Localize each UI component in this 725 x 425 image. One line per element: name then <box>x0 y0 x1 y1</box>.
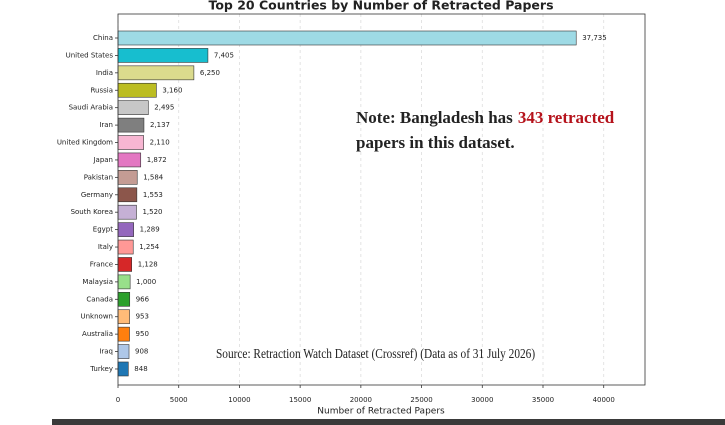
bar <box>117 204 137 220</box>
bar <box>117 30 577 46</box>
y-tick-label: Saudi Arabia <box>69 104 113 112</box>
value-label: 6,250 <box>200 69 220 77</box>
y-tick-label: United States <box>66 51 114 59</box>
x-tick-label: 35000 <box>532 396 554 404</box>
bar <box>117 65 195 81</box>
x-tick-label: 10000 <box>228 396 250 404</box>
y-tick-label: Unknown <box>81 313 114 321</box>
y-tick-label: India <box>96 69 113 77</box>
y-tick-label: Pakistan <box>84 173 113 181</box>
y-tick-label: Egypt <box>93 226 113 234</box>
y-tick-label: Canada <box>86 295 113 303</box>
value-label: 848 <box>134 365 147 373</box>
y-tick-label: Germany <box>81 191 113 199</box>
y-tick-label: Australia <box>82 330 113 338</box>
x-tick-label: 40000 <box>593 396 615 404</box>
value-label: 1,520 <box>142 208 162 216</box>
chart-title: Top 20 Countries by Number of Retracted … <box>208 0 553 13</box>
x-tick-label: 30000 <box>471 396 493 404</box>
note-text: papers in this dataset. <box>356 133 515 152</box>
x-axis-label: Number of Retracted Papers <box>317 407 445 417</box>
plot-area: 0 5000 10000 15000 20000 25000 30000 35000 40000… <box>57 14 615 404</box>
bar <box>117 239 134 255</box>
bar <box>117 257 132 272</box>
value-label: 1,128 <box>138 260 158 268</box>
bar <box>117 117 145 133</box>
y-tick-label: Turkey <box>89 365 113 373</box>
bar <box>117 361 129 377</box>
value-label: 7,405 <box>214 51 234 59</box>
value-label: 1,000 <box>136 278 156 286</box>
value-label: 966 <box>136 295 150 303</box>
bottom-strip <box>52 419 725 425</box>
y-tick-label: Iraq <box>99 348 113 356</box>
source-note: Source: Retraction Watch Dataset (Crossr… <box>216 346 535 361</box>
bar <box>117 222 134 237</box>
bar <box>117 135 144 150</box>
value-label: 908 <box>135 348 148 356</box>
value-label: 1,553 <box>143 191 163 199</box>
y-tick-label: Malaysia <box>82 278 113 286</box>
bar <box>117 82 157 98</box>
bar <box>117 152 142 168</box>
bar <box>117 309 130 325</box>
y-tick-label: Japan <box>92 156 113 164</box>
x-tick-label: 5000 <box>170 396 188 404</box>
bar <box>117 291 131 307</box>
y-tick-label: China <box>93 34 113 42</box>
bar <box>117 100 149 115</box>
bar <box>117 170 138 185</box>
y-tick-label: Iran <box>99 121 113 129</box>
note: Note: Bangladesh has 343 retracted <box>356 108 615 127</box>
y-tick-label: Russia <box>90 86 113 94</box>
x-tick-label: 20000 <box>350 396 372 404</box>
x-tick-label: 25000 <box>410 396 432 404</box>
plot-frame <box>117 13 646 386</box>
value-label: 2,110 <box>150 139 170 147</box>
value-label: 953 <box>136 313 149 321</box>
value-label: 37,735 <box>582 34 607 42</box>
note-text: Note: Bangladesh has <box>356 108 513 127</box>
y-tick-label: France <box>90 260 113 268</box>
bar <box>117 274 131 290</box>
y-tick-label: South Korea <box>71 208 113 216</box>
y-tick-label: Italy <box>98 243 113 251</box>
value-label: 950 <box>136 330 149 338</box>
note-highlight: 343 retracted <box>518 108 615 127</box>
x-tick-label: 15000 <box>289 396 311 404</box>
bar <box>117 326 130 342</box>
value-label: 3,160 <box>162 86 182 94</box>
x-tick-label: 0 <box>116 396 120 404</box>
value-label: 1,584 <box>143 173 164 181</box>
value-label: 1,872 <box>147 156 167 164</box>
bar <box>117 48 209 63</box>
value-label: 2,495 <box>154 104 174 112</box>
value-label: 2,137 <box>150 121 170 129</box>
value-label: 1,254 <box>139 243 160 251</box>
bar <box>117 344 130 359</box>
bar <box>117 187 138 203</box>
y-tick-label: United Kingdom <box>57 139 113 147</box>
value-label: 1,289 <box>140 226 160 234</box>
